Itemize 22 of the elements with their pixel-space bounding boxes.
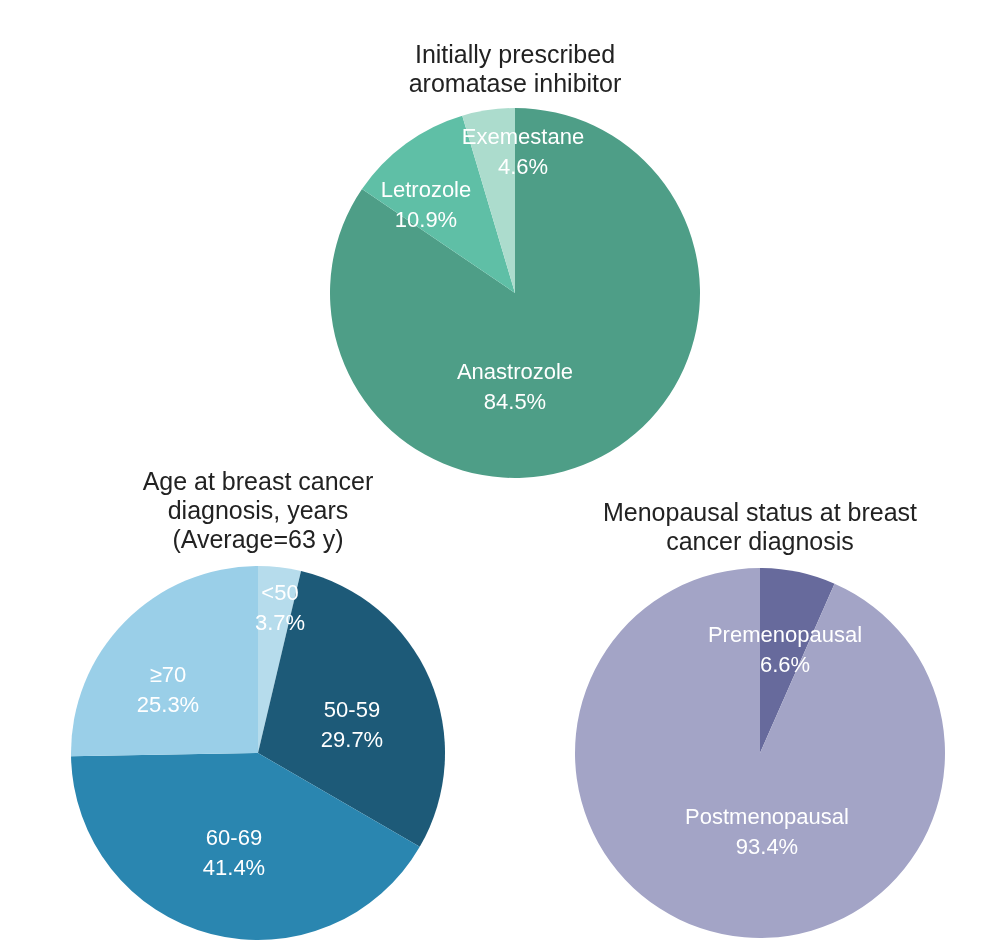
- pie-slice: [71, 753, 420, 940]
- pie-slice: [330, 108, 700, 478]
- slice-label: ≥70: [149, 662, 187, 687]
- slice-label: Exemestane: [461, 124, 585, 149]
- data-label: 6.6%: [759, 652, 811, 677]
- data-label: 29.7%: [320, 727, 384, 752]
- slice-label: 60-69: [205, 825, 263, 850]
- slice-label: Letrozole: [380, 177, 472, 202]
- pie-slice: [575, 568, 945, 938]
- data-label: 25.3%: [136, 692, 200, 717]
- slice-label: Anastrozole: [456, 359, 574, 384]
- slice-label: Postmenopausal: [685, 804, 849, 829]
- data-label: 4.6%: [497, 154, 549, 179]
- chart-title: Menopausal status at breast cancer diagnosis: [602, 498, 918, 555]
- chart-title: Age at breast cancer diagnosis, years (Average=63 y): [142, 467, 374, 553]
- slice-label: 50-59: [323, 697, 381, 722]
- data-label: 41.4%: [202, 855, 266, 880]
- data-label: 84.5%: [483, 389, 547, 414]
- data-label: 93.4%: [735, 834, 799, 859]
- data-label: 10.9%: [394, 207, 458, 232]
- chart-title: Initially prescribed aromatase inhibitor: [408, 40, 622, 97]
- pie-slice: [71, 566, 258, 757]
